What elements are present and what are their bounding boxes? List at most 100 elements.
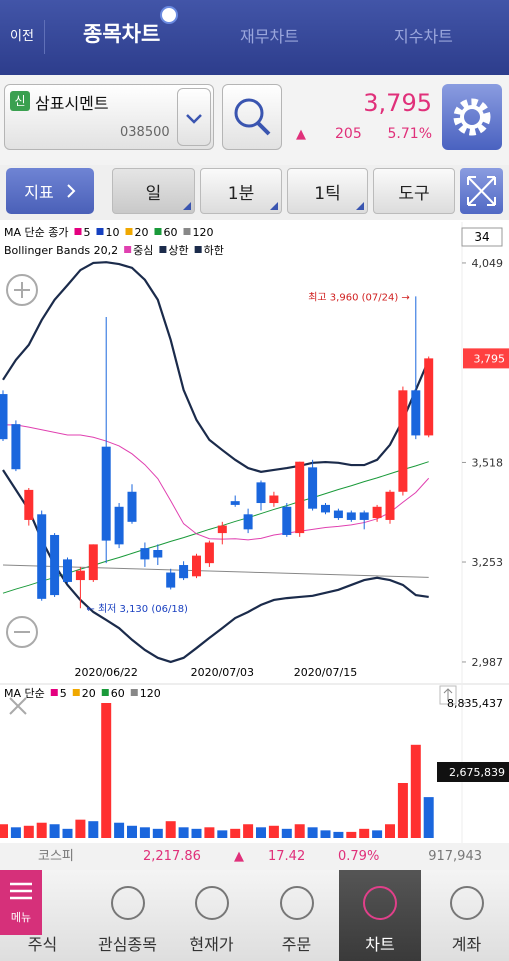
period-button[interactable]: 1틱 <box>287 168 368 214</box>
x-tick-label: 2020/06/22 <box>74 666 137 679</box>
legend-label: 10 <box>106 226 120 239</box>
volume-bar <box>346 831 357 838</box>
nav-item[interactable]: 계좌 <box>424 870 509 961</box>
volume-bar <box>320 830 331 838</box>
nav-item[interactable]: 관심종목 <box>85 870 170 961</box>
candle-body <box>398 390 408 492</box>
zoom-out[interactable] <box>6 616 38 648</box>
nav-item[interactable]: 차트 <box>339 870 421 961</box>
zoom-in[interactable] <box>6 274 38 306</box>
x-tick-label: 2020/07/15 <box>294 666 357 679</box>
y-tick-label: 2,987 <box>472 656 504 669</box>
menu-button[interactable]: 메뉴 <box>0 870 42 935</box>
nav-label: 관심종목 <box>98 935 157 954</box>
candle-body <box>321 504 330 513</box>
change: 205 <box>335 126 362 142</box>
search-button[interactable] <box>222 84 282 150</box>
tool-button[interactable]: 도구 <box>373 168 455 214</box>
expand-icon <box>467 176 496 206</box>
legend-label: 20 <box>135 226 149 239</box>
volume-bar <box>75 819 86 838</box>
nav-item[interactable]: 주문 <box>254 870 339 961</box>
nav-icon <box>194 886 229 920</box>
candle-body <box>256 482 266 504</box>
period-button[interactable]: 1분 <box>200 168 282 214</box>
candle-body <box>411 390 421 436</box>
candle-body <box>140 548 150 560</box>
stock-code: 038500 <box>120 125 170 140</box>
volume-bar <box>178 827 189 838</box>
volume-bar <box>36 822 47 838</box>
badge: 신 <box>10 91 30 111</box>
volume-bar <box>423 797 434 838</box>
index-arrow: ▲ <box>234 849 244 864</box>
indicator-button[interactable]: 지표 <box>6 168 94 214</box>
dropdown[interactable] <box>177 88 211 146</box>
candle-body <box>424 358 434 436</box>
y-tick-label: 3,253 <box>472 556 504 569</box>
legend-title: MA 단순 <box>4 687 45 700</box>
volume-bar <box>62 828 73 838</box>
nav-label: 주문 <box>281 935 312 954</box>
last-volume-label: 2,675,839 <box>449 766 505 779</box>
stock-name: 삼표시멘트 <box>35 94 109 113</box>
change-pct: 5.71% <box>387 126 432 142</box>
count-label: 34 <box>474 230 489 244</box>
search-icon <box>234 98 271 136</box>
candle-body <box>243 514 253 530</box>
candle-body <box>269 495 279 504</box>
volume-bar <box>217 830 228 838</box>
last-volume-tag <box>437 762 509 782</box>
legend-swatch <box>194 246 202 253</box>
nav-label: 차트 <box>365 935 395 954</box>
index-name: 코스피 <box>38 849 74 864</box>
back-button[interactable]: 이전 <box>0 20 45 54</box>
annotation: 최고 3,960 (07/24) → <box>308 291 410 303</box>
legend-title: MA 단순 종가 <box>4 226 69 239</box>
volume-bar <box>49 824 60 838</box>
index-change: 17.42 <box>268 849 306 864</box>
volume-bar <box>397 782 408 838</box>
legend-swatch <box>130 689 138 696</box>
candle-body <box>63 559 72 582</box>
resize-icon[interactable] <box>439 685 457 705</box>
legend-swatch <box>101 689 109 696</box>
y-tick-label: 8,835,437 <box>447 697 503 710</box>
annotation: ← 최저 3,130 (06/18) <box>86 603 188 615</box>
close-volume[interactable] <box>9 697 27 715</box>
last-price-label: 3,795 <box>474 352 506 365</box>
volume-bar <box>139 827 150 838</box>
period-label: 일 <box>145 183 162 204</box>
nav-icon <box>110 886 145 920</box>
volume-bar <box>243 824 254 838</box>
nav-label: 주식 <box>27 935 58 954</box>
nav-label: 계좌 <box>451 935 482 954</box>
last-price-tag <box>463 348 509 369</box>
stock-box[interactable]: 신 삼표시멘트 038500 <box>4 84 214 150</box>
candle-body <box>37 514 47 599</box>
tab[interactable]: 재무차트 <box>240 27 299 46</box>
settings-button[interactable] <box>442 84 502 150</box>
legend-swatch <box>124 246 132 253</box>
indicator-line <box>2 261 430 473</box>
index-bar: 코스피 2,217.86 ▲ 17.42 0.79% 917,943 <box>0 843 509 870</box>
count-box <box>461 227 503 247</box>
tab-active[interactable]: 종목차트 <box>83 22 161 46</box>
nav-item[interactable]: 현재가 <box>169 870 254 961</box>
index-value: 2,217.86 <box>143 849 201 864</box>
indicator-line <box>3 424 430 541</box>
candle-body <box>24 489 34 520</box>
info-icon <box>160 6 178 24</box>
candle-body <box>192 555 201 577</box>
expand-button[interactable] <box>460 168 503 214</box>
volume-bar <box>165 821 176 838</box>
tab[interactable]: 지수차트 <box>394 27 453 46</box>
nav-item[interactable]: 주식 <box>0 870 85 961</box>
candle-body <box>75 570 85 581</box>
indicator-label: 지표 <box>24 183 54 202</box>
period-label: 1틱 <box>314 183 341 204</box>
tool-label: 도구 <box>398 183 430 204</box>
candle-body <box>101 446 111 541</box>
period-button[interactable]: 일 <box>112 168 195 214</box>
